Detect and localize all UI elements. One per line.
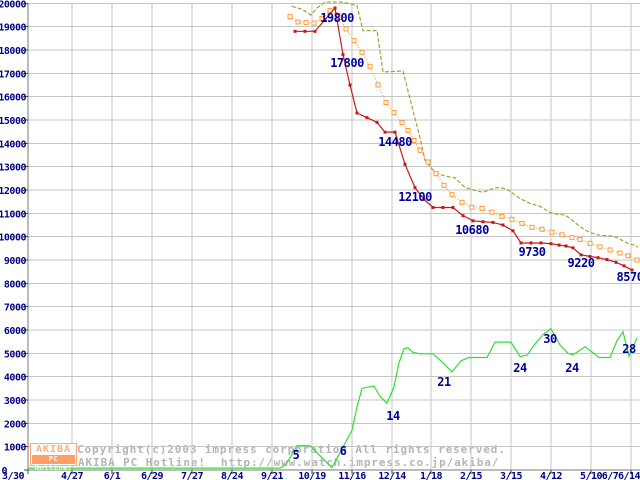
data-point-label: 24 [513, 361, 527, 375]
y-tick-label: 20000 [0, 0, 26, 10]
y-tick-label: 1000 [4, 443, 27, 454]
x-tick-label: 3/15 [500, 471, 523, 480]
x-tick-label: 8/24 [221, 471, 244, 480]
series-average-price [287, 8, 640, 263]
y-tick-label: 11000 [0, 209, 26, 220]
series-highest-price [291, 1, 639, 248]
y-tick-label: 2000 [4, 419, 27, 430]
y-tick-label: 0 [1, 466, 7, 477]
data-point-label: 6 [340, 444, 347, 458]
data-point-label: 12100 [398, 190, 432, 204]
y-tick-label: 15000 [0, 116, 26, 127]
x-axis-labels: 3/30 4/27 6/1 6/29 7/27 8/24 9/21 10/19 11/16 12/… [2, 471, 640, 480]
x-tick-label: 7/27 [181, 471, 204, 480]
y-tick-label: 18000 [0, 46, 26, 57]
logo-pc-hotline-text: PC Hotline! [32, 455, 75, 472]
y-axis-labels: 0 1000 2000 3000 4000 5000 6000 7000 8000 9000 100… [0, 0, 27, 477]
data-point-label: 9730 [519, 245, 546, 259]
grid [27, 2, 640, 470]
data-point-label: 17800 [330, 56, 364, 70]
x-tick-label: 11/16 [338, 471, 366, 480]
y-tick-label: 19000 [0, 23, 26, 34]
x-tick-label: 12/14 [378, 471, 406, 480]
series-lowest-price [293, 6, 634, 272]
x-tick-label: 6/14 [618, 471, 640, 480]
logo-akiba-text: AKIBA [35, 444, 72, 455]
point-labels: 19800 17800 14480 12100 10680 9730 9220 8570 5 6 1… [293, 11, 640, 462]
y-tick-label: 6000 [4, 326, 27, 337]
x-tick-label: 10/19 [298, 471, 326, 480]
data-point-label: 8570 [617, 270, 640, 284]
y-tick-label: 5000 [4, 349, 27, 360]
x-tick-label: 4/27 [61, 471, 84, 480]
x-tick-label: 2/15 [460, 471, 483, 480]
x-tick-label: 6/1 [104, 471, 121, 480]
y-tick-label: 13000 [0, 163, 26, 174]
y-tick-label: 9000 [4, 256, 27, 267]
y-tick-label: 8000 [4, 279, 27, 290]
x-tick-label: 4/12 [540, 471, 563, 480]
data-point-label: 14 [386, 409, 400, 423]
data-point-label: 30 [543, 332, 557, 346]
x-tick-label: 3/30 [2, 471, 25, 480]
x-tick-label: 1/18 [420, 471, 443, 480]
data-point-label: 19800 [320, 11, 354, 25]
x-tick-label: 6/29 [141, 471, 164, 480]
y-tick-label: 12000 [0, 186, 26, 197]
x-tick-label: 6/7 [602, 471, 619, 480]
x-tick-label: 5/10 [580, 471, 603, 480]
x-tick-label: 9/21 [261, 471, 284, 480]
data-point-label: 9220 [568, 256, 595, 270]
akiba-pc-hotline-logo: AKIBA PC Hotline! [30, 443, 77, 472]
data-point-label: 14480 [378, 135, 412, 149]
axes [24, 2, 640, 474]
y-tick-label: 10000 [0, 233, 26, 244]
data-point-label: 10680 [455, 223, 489, 237]
y-tick-label: 4000 [4, 373, 27, 384]
data-point-label: 24 [565, 361, 579, 375]
y-tick-label: 16000 [0, 93, 26, 104]
y-tick-label: 14000 [0, 139, 26, 150]
watermark-site-url-text: AKIBA PC Hotline! http://www.watch.impre… [78, 456, 500, 469]
data-point-label: 28 [622, 342, 636, 356]
data-point-label: 5 [293, 448, 300, 462]
series-shop-count [28, 327, 638, 469]
y-tick-label: 17000 [0, 69, 26, 80]
y-tick-label: 3000 [4, 396, 27, 407]
data-point-label: 21 [437, 375, 451, 389]
y-tick-label: 7000 [4, 303, 27, 314]
